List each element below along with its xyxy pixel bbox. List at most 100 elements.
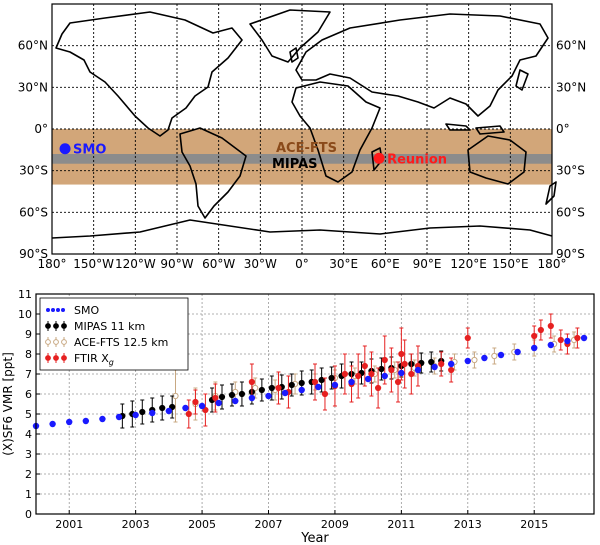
smo-point — [198, 402, 206, 410]
map-graticule — [52, 4, 552, 254]
legend-marker-smo — [56, 308, 60, 312]
smo-point — [381, 372, 388, 380]
japan-coast — [515, 69, 529, 91]
y-axis-label: (X)SF6 VMR [ppt] — [1, 352, 15, 456]
x-axis-label: Year — [300, 531, 329, 545]
lat-label-right: 30°N — [556, 80, 586, 94]
lon-label: 180° — [538, 257, 567, 271]
y-tick-label: 3 — [25, 448, 32, 461]
smo-point — [281, 389, 289, 397]
lat-label-left: 60°S — [19, 205, 48, 219]
legend-marker-smo — [46, 308, 50, 312]
ftir-x-point — [375, 384, 382, 392]
y-tick-label: 11 — [18, 288, 32, 301]
mipas-11-km-point — [318, 376, 325, 384]
lon-label: 60°E — [371, 257, 400, 271]
lat-label-right: 0° — [556, 122, 570, 136]
y-tick-label: 10 — [18, 308, 32, 321]
mipas-11-km-point — [328, 374, 335, 382]
antarctica-coast — [51, 219, 553, 239]
new-zealand-coast — [545, 181, 557, 205]
smo-point — [182, 404, 189, 412]
y-tick-label: 1 — [25, 488, 32, 501]
x-tick-label: 2001 — [55, 518, 83, 531]
ftir-x-point — [401, 360, 408, 368]
lon-label: 30°W — [244, 257, 277, 271]
smo-point — [265, 392, 272, 400]
smo-point — [66, 418, 73, 426]
ftir-x-point — [361, 362, 368, 370]
ftir-x-point — [192, 398, 199, 406]
mipas-band — [52, 154, 552, 164]
legend-marker-ace-fts-12-5-km — [45, 339, 51, 345]
legend-marker-smo — [51, 308, 55, 312]
smo-point — [564, 337, 571, 345]
ftir-x-point — [355, 372, 362, 380]
x-tick-label: 2005 — [188, 518, 216, 531]
y-tick-label: 8 — [25, 348, 32, 361]
chart-data-layer — [32, 313, 588, 430]
ace-fts-12-5-km-point — [471, 356, 478, 364]
chart-ticks: 0 1 2 3 4 5 6 7 8 9 10 11 2001 2003 2005 2007 2009 2011 20… — [18, 288, 548, 531]
y-tick-label: 5 — [25, 408, 32, 421]
legend-marker-ftir-x — [61, 355, 67, 361]
mipas-11-km-point — [298, 379, 305, 387]
ftir-x-point — [531, 332, 538, 340]
legend-marker-smo — [61, 308, 65, 312]
ftir-x-point — [398, 350, 405, 358]
smo-point — [298, 386, 305, 394]
ftir-x-point — [381, 356, 388, 364]
smo-point — [115, 413, 123, 421]
lat-label-right: 30°S — [556, 164, 585, 178]
y-tick-label: 2 — [25, 468, 32, 481]
smo-point — [232, 397, 239, 405]
x-tick-label: 2011 — [387, 518, 415, 531]
indonesia-coast — [445, 123, 505, 135]
time-series-panel: 0 1 2 3 4 5 6 7 8 9 10 11 2001 2003 2005 2007 2009 2011 20… — [1, 288, 595, 545]
mipas-11-km-point — [218, 393, 226, 401]
smo-point — [514, 348, 521, 356]
legend-marker-ftir-x — [45, 355, 51, 361]
smo-point — [580, 334, 588, 342]
ftir-x-point — [557, 336, 564, 344]
smo-point — [315, 383, 322, 391]
legend-marker-ace-fts-12-5-km — [61, 339, 67, 345]
smo-point — [481, 354, 488, 362]
lon-label: 90°W — [160, 257, 193, 271]
y-tick-label: 4 — [25, 428, 32, 441]
mipas-11-km-point — [428, 358, 435, 366]
mipas-11-km-point — [288, 381, 295, 389]
reunion-site-marker — [373, 152, 385, 164]
ftir-x-point — [311, 378, 319, 386]
smo-point — [414, 366, 422, 374]
mipas-11-km-point — [268, 384, 275, 392]
x-tick-label: 2009 — [321, 518, 349, 531]
smo-point — [49, 420, 56, 428]
lat-label-left: 90°S — [19, 247, 48, 261]
mipas-11-km-point — [258, 386, 265, 394]
legend-label-smo: SMO — [74, 304, 99, 317]
lat-label-left: 30°N — [18, 80, 48, 94]
ftir-x-point — [212, 394, 219, 402]
ftir-x-series — [185, 313, 581, 429]
chart-frame — [35, 293, 595, 515]
coastlines — [51, 9, 557, 239]
legend-label-ace-fts-12-5-km: ACE-FTS 12.5 km — [74, 336, 168, 349]
ftir-x-point — [202, 406, 209, 414]
south-america-coast — [179, 127, 247, 219]
smo-point — [82, 417, 90, 425]
y-tick-label: 6 — [25, 388, 32, 401]
eurasia-coast — [295, 13, 549, 117]
lat-label-right: 60°N — [556, 39, 586, 53]
legend-marker-ftir-x — [53, 355, 59, 361]
mipas-11-km-point — [159, 404, 166, 412]
x-tick-label: 2007 — [255, 518, 283, 531]
mipas-11-km-point — [238, 390, 246, 398]
lon-label: 150°E — [492, 257, 529, 271]
legend-marker-mipas-11-km — [53, 323, 59, 329]
australia-coast — [467, 135, 527, 185]
x-tick-label: 2003 — [122, 518, 150, 531]
ace-fts-12-5-km-series — [172, 331, 578, 423]
ftir-x-point — [537, 326, 544, 334]
